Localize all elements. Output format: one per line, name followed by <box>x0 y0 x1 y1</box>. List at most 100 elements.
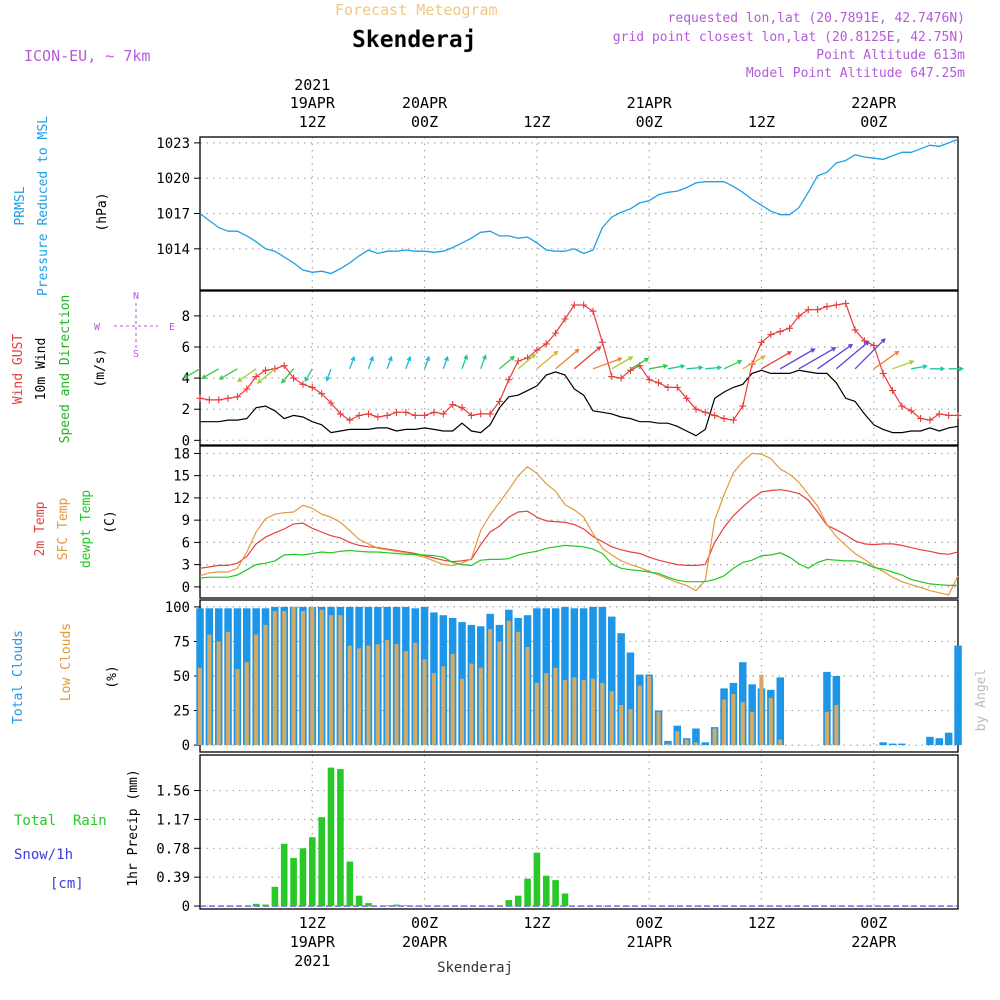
gust-marker <box>299 380 307 388</box>
wind-arrow <box>835 340 870 370</box>
gust-marker <box>701 408 709 416</box>
wind-arrow <box>442 355 449 370</box>
low-cloud-bar <box>357 648 362 746</box>
rain-bar <box>271 886 279 907</box>
wind-arrow <box>667 364 686 370</box>
gust-marker <box>823 303 831 311</box>
low-cloud-bar <box>534 682 539 746</box>
low-cloud-bar <box>750 711 755 746</box>
gust-marker <box>205 396 213 404</box>
ytick-label: 0.39 <box>156 870 190 886</box>
ytick-label: 12 <box>173 491 190 507</box>
low-cloud-bar <box>431 673 436 746</box>
rain-bar <box>543 875 550 907</box>
low-cloud-bar <box>460 678 465 746</box>
model-altitude: Model Point Altitude 647.25m <box>746 66 965 81</box>
temp-label-dewpt: dewpt Temp <box>79 490 94 568</box>
low-cloud-bar <box>768 698 773 746</box>
rain-bar <box>533 852 541 906</box>
low-cloud-bar <box>637 685 642 746</box>
top-time-label: 12Z <box>523 113 550 131</box>
wind-arrow <box>817 343 854 370</box>
low-cloud-bar <box>235 669 240 746</box>
low-cloud-bar <box>254 634 259 745</box>
low-cloud-bar <box>244 662 249 746</box>
gust-marker <box>917 415 925 423</box>
gust-marker <box>505 376 513 384</box>
wind-arrow <box>281 368 295 384</box>
gust-marker <box>655 379 663 387</box>
precip-label-cm: [cm] <box>50 876 84 892</box>
location-title: Skenderaj <box>352 27 477 53</box>
ytick-label: 0 <box>182 433 190 449</box>
gust-marker <box>954 411 962 419</box>
gust-marker <box>290 374 298 382</box>
panel-temperature: 0 3 6 9 12 15 18 <box>173 445 959 599</box>
gust-marker <box>664 383 672 391</box>
gust-marker <box>814 306 822 314</box>
panel-frame <box>199 445 959 599</box>
low-cloud-bar <box>731 694 736 746</box>
gust-marker <box>898 402 906 410</box>
ytick-label: 6 <box>182 535 190 551</box>
gust-marker <box>935 410 943 418</box>
rain-bar <box>524 878 531 906</box>
total-cloud-bar <box>533 608 541 746</box>
gust-marker <box>533 346 541 354</box>
gust-marker <box>439 410 447 418</box>
gust-marker <box>224 394 232 402</box>
gust-marker <box>458 404 466 412</box>
bottom-time-label: 12Z <box>748 914 775 932</box>
panel-pressure: 1014 1017 1020 1023 <box>156 136 959 291</box>
ytick-label: 1.56 <box>156 784 190 800</box>
rain-bar <box>402 905 410 906</box>
compass-west: W <box>94 322 101 333</box>
wind-arrow <box>461 354 469 370</box>
low-cloud-bar <box>375 644 380 746</box>
wind-arrow <box>423 355 431 370</box>
ytick-label: 1.17 <box>156 812 190 828</box>
gust-marker <box>711 411 719 419</box>
pressure-label-prmsl: PRMSL <box>13 186 28 225</box>
top-year-label: 2021 <box>294 76 330 94</box>
gust-marker <box>645 376 653 384</box>
low-cloud-bar <box>591 678 596 746</box>
panel-precip: 0 0.39 0.78 1.17 1.56 <box>156 754 959 915</box>
total-cloud-bar <box>935 738 943 746</box>
wind-arrow <box>630 357 650 370</box>
total-cloud-bar <box>944 732 953 746</box>
gust-marker <box>692 405 700 413</box>
rain-bar <box>318 817 325 906</box>
gust-marker <box>580 301 588 309</box>
ytick-label: 25 <box>173 704 190 720</box>
gust-marker <box>804 306 812 314</box>
gust-marker <box>739 402 747 410</box>
cloud-label-total: Total Clouds <box>11 630 26 724</box>
low-cloud-bar <box>441 666 446 746</box>
cloud-labels: Total Clouds Low Clouds (%) <box>11 623 120 724</box>
wind-arrow <box>761 351 793 370</box>
model-label: ICON-EU, ~ 7km <box>24 47 150 65</box>
low-cloud-bar <box>366 645 371 746</box>
low-cloud-bar <box>834 705 839 746</box>
gust-marker <box>346 416 354 424</box>
low-cloud-bar <box>525 647 530 746</box>
precip-label-snow: Snow/1h <box>14 847 73 863</box>
total-cloud-bar <box>570 608 579 746</box>
rain-bar <box>505 900 513 906</box>
gust-marker <box>945 411 953 419</box>
gust-marker <box>486 410 494 418</box>
gust-marker <box>570 301 578 309</box>
bottom-date-label: 19APR <box>290 933 336 951</box>
wind-arrow <box>948 366 964 372</box>
gust-marker <box>589 307 597 315</box>
bottom-date-label: 22APR <box>851 933 897 951</box>
low-cloud-bar <box>778 739 783 746</box>
gust-marker <box>767 331 775 339</box>
compass-east: E <box>169 322 175 333</box>
gust-marker <box>860 337 868 345</box>
gust-marker <box>673 383 681 391</box>
low-cloud-bar <box>675 731 680 746</box>
wind-arrow <box>304 368 313 383</box>
